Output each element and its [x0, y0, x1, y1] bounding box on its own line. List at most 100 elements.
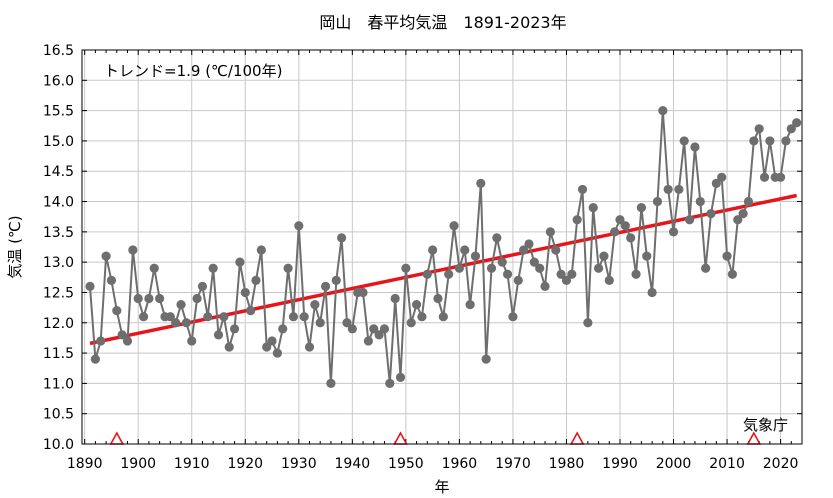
data-point [722, 251, 732, 261]
data-point [229, 324, 240, 334]
data-point [406, 318, 416, 328]
data-point [706, 209, 716, 219]
data-point [668, 227, 679, 237]
data-point [481, 354, 491, 364]
data-point [765, 136, 775, 146]
data-point [411, 299, 422, 310]
data-point [149, 263, 159, 273]
data-point [246, 306, 256, 316]
data-point [192, 293, 202, 304]
data-point [112, 306, 122, 316]
data-point [433, 293, 443, 304]
source-label: 気象庁 [743, 416, 788, 434]
data-point [545, 227, 556, 237]
data-point [122, 336, 133, 346]
data-point [197, 281, 208, 291]
data-point [304, 342, 315, 352]
data-point [631, 269, 641, 279]
y-tick-label: 13.5 [43, 225, 74, 241]
data-point [379, 324, 390, 334]
x-tick-label: 1910 [174, 456, 210, 472]
y-tick-label: 10.5 [43, 407, 74, 423]
y-tick-label: 14.5 [43, 164, 74, 180]
axis-ticks: 10.0 10.5 11.0 11.5 12.0 12.5 13.0 13.5 14.0 14.5… [43, 43, 803, 472]
data-point [294, 221, 304, 231]
data-point [128, 245, 138, 255]
trend-label: トレンド=1.9 (℃/100年) [104, 62, 282, 80]
data-point [171, 318, 181, 328]
y-tick-label: 14.0 [43, 195, 74, 211]
grid-lines [82, 49, 802, 445]
data-point [449, 221, 459, 231]
data-point [695, 196, 705, 207]
data-point [395, 372, 406, 382]
data-point [235, 257, 245, 267]
data-point [642, 251, 652, 261]
data-point [454, 263, 464, 273]
data-point [138, 312, 149, 322]
data-point [278, 324, 288, 334]
data-point [256, 245, 266, 255]
data-point [636, 203, 647, 213]
data-point [738, 209, 748, 219]
x-tick-label: 1930 [281, 456, 317, 472]
data-point [786, 124, 796, 134]
data-point [417, 312, 427, 322]
data-point [465, 299, 475, 310]
y-tick-label: 12.0 [43, 316, 74, 332]
data-point [572, 215, 582, 225]
station-change-marker [746, 431, 762, 445]
data-point [652, 196, 663, 207]
data-point [759, 172, 770, 182]
data-point [401, 263, 411, 273]
data-point [781, 136, 791, 146]
data-point [106, 275, 117, 285]
data-point [754, 124, 764, 134]
data-point [717, 172, 727, 182]
data-point [438, 312, 448, 322]
data-point [90, 354, 100, 364]
data-point [684, 215, 695, 225]
data-point [588, 203, 598, 213]
data-point [374, 330, 384, 340]
x-tick-label: 1970 [495, 456, 531, 472]
data-point [470, 251, 481, 261]
data-point [176, 299, 186, 310]
x-tick-label: 1890 [67, 456, 103, 472]
data-point [556, 269, 566, 279]
data-point [96, 336, 106, 346]
data-point [620, 221, 630, 231]
data-point [599, 251, 609, 261]
data-point [749, 136, 759, 146]
data-point [508, 312, 518, 322]
data-point [663, 184, 673, 195]
y-tick-label: 13.0 [43, 255, 74, 271]
data-point [460, 245, 470, 255]
data-point [610, 227, 620, 237]
station-change-marker [109, 431, 125, 445]
data-point [385, 378, 395, 388]
x-tick-label: 1950 [388, 456, 424, 472]
plot-frame [81, 49, 803, 445]
data-point [320, 281, 331, 291]
data-point [240, 287, 250, 298]
data-point [701, 263, 711, 273]
data-point [272, 348, 282, 358]
data-point [165, 312, 175, 322]
data-point [203, 312, 213, 322]
data-point [299, 312, 309, 322]
y-tick-label: 12.5 [43, 285, 74, 301]
data-point [535, 263, 545, 273]
data-point [422, 269, 432, 279]
y-tick-label: 11.0 [43, 376, 74, 392]
y-axis-label: 気温 (℃) [6, 215, 24, 278]
data-point [251, 275, 261, 285]
data-point [428, 245, 438, 255]
data-point [187, 336, 197, 346]
data-point [331, 275, 341, 285]
x-tick-label: 1960 [442, 456, 478, 472]
data-point [181, 318, 191, 328]
data-point [326, 378, 336, 388]
data-point [155, 293, 165, 304]
